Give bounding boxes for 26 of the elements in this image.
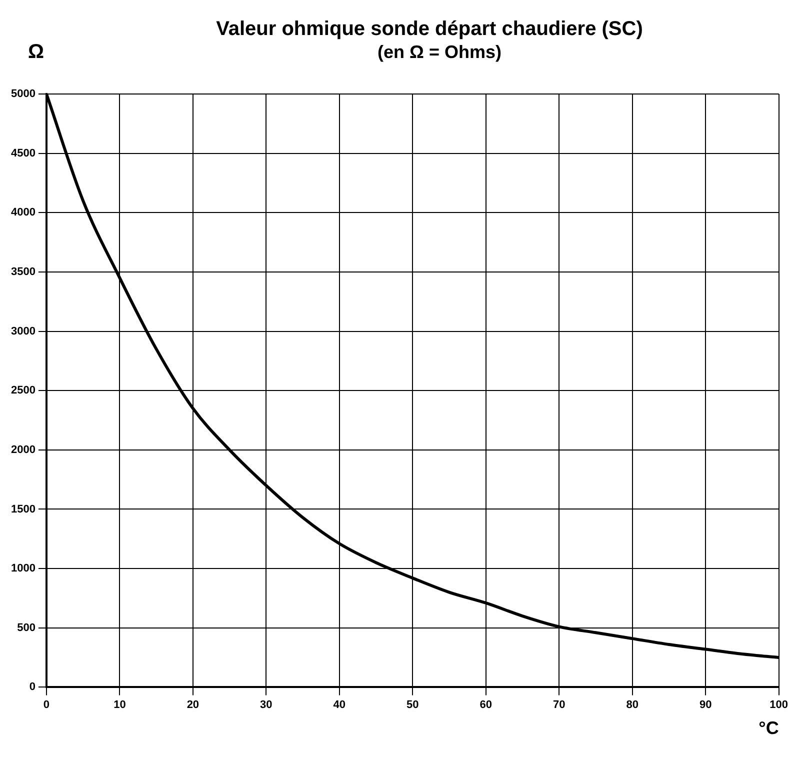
x-tick-label: 60 [480,698,492,711]
y-tick-label: 2500 [10,384,36,397]
x-tick-label: 30 [260,698,272,711]
y-tick-label: 3000 [10,325,36,338]
chart-title: Valeur ohmique sonde départ chaudiere (SC) [215,17,644,41]
x-tick-label: 10 [114,698,126,711]
x-tick-label: 0 [43,698,50,711]
x-tick-label: 100 [770,698,788,711]
x-tick-label: 50 [406,698,419,711]
x-axis-title: °C [758,718,779,738]
x-tick-label: 90 [699,698,712,711]
y-axis-title: Ω [27,41,46,64]
y-tick-label: 2000 [10,444,36,456]
y-tick-label: 3500 [10,266,36,278]
chart-subtitle: (en Ω = Ohms) [376,42,502,63]
x-tick-label: 80 [626,698,638,711]
y-tick-label: 5000 [10,88,36,100]
y-tick-label: 4000 [10,206,36,219]
x-tick-label: 20 [186,698,200,711]
x-tick-label: 70 [552,698,566,711]
x-tick-label: 40 [333,698,346,711]
y-tick-label: 0 [29,681,36,694]
y-tick-label: 1500 [10,503,36,516]
y-tick-label: 1000 [10,562,36,575]
y-tick-label: 4500 [10,147,36,160]
y-tick-label: 500 [17,622,36,634]
